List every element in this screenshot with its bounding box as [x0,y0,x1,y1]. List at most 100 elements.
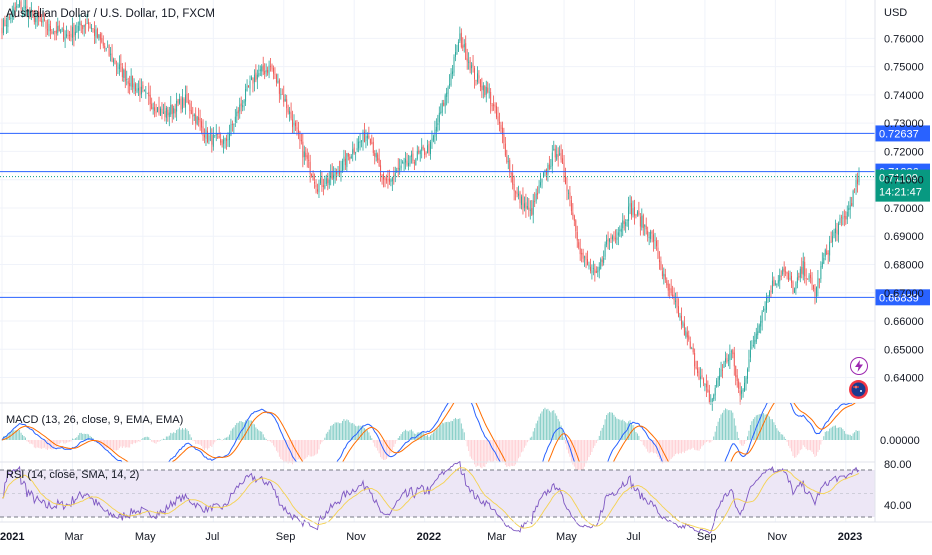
macd-histogram-bar [340,423,342,440]
macd-histogram-bar [720,414,722,440]
x-tick-label: May [135,531,156,543]
rsi-line [2,460,860,534]
macd-histogram-bar [462,428,464,440]
macd-histogram-bar [353,424,355,440]
candle-body [619,229,621,231]
candle-body [742,389,744,392]
macd-histogram-bar [730,410,732,440]
candle-body [575,220,577,232]
candle-body [506,156,508,163]
macd-histogram-bar [601,427,603,440]
macd-histogram-bar [168,435,170,440]
candle-body [537,193,539,195]
macd-histogram-bar [176,430,178,440]
candle-body [792,281,794,293]
macd-histogram-bar [603,424,605,440]
macd-histogram-bar [764,414,766,440]
macd-histogram-bar [641,440,643,442]
macd-histogram-bar [321,440,323,443]
macd-histogram-bar [826,431,828,440]
macd-histogram-bar [52,440,54,450]
candle-body [341,160,343,172]
macd-histogram-bar [317,440,318,454]
candle-body [515,191,517,193]
macd-histogram-bar [262,434,264,440]
australia-flag-icon[interactable] [849,380,868,399]
macd-histogram-bar [538,416,540,440]
candle-body [680,315,682,325]
macd-histogram-bar [400,434,402,440]
macd-histogram-bar [173,432,175,440]
macd-histogram-bar [252,423,254,440]
macd-histogram-bar [70,440,72,442]
candle-body [126,79,128,81]
macd-histogram-bar [664,440,666,463]
macd-pane[interactable]: 0.00000 [0,381,920,500]
macd-histogram-bar [491,440,493,463]
candle-body [692,348,694,353]
candle-body [383,174,384,180]
candle-body [47,29,48,31]
candle-body [528,207,530,210]
candle-body [438,112,440,123]
macd-histogram-bar [190,437,192,440]
macd-histogram-bar [518,440,520,459]
rsi-legend[interactable]: RSI (14, close, SMA, 14, 2) [6,469,140,481]
candle-body [162,112,164,114]
macd-histogram-bar [397,438,399,440]
macd-histogram-bar [714,431,716,440]
candle-body [588,264,590,267]
price-pane[interactable] [1,0,860,411]
candle-body [729,353,731,361]
macd-histogram-bar [735,425,737,440]
candle-body [8,16,10,18]
macd-histogram-bar [195,440,197,445]
candle-body [723,361,725,368]
candle-body [13,8,15,11]
candle-body [830,240,832,242]
lightning-icon[interactable] [850,357,868,375]
macd-histogram-bar [318,440,320,450]
macd-histogram-bar [557,419,559,440]
macd-histogram-bar [20,432,22,440]
candle-body [854,188,856,190]
macd-histogram-bar [224,437,226,440]
candle-body [761,311,763,323]
candle-body [149,94,151,104]
macd-histogram-bar [482,440,484,467]
macd-histogram-bar [733,418,735,440]
candle-body [667,283,669,291]
macd-histogram-bar [231,428,233,440]
candle-body [343,156,345,162]
candle-body [654,240,656,241]
macd-histogram-bar [811,440,813,452]
candle-body [165,107,167,118]
candle-body [214,135,216,136]
candle-body [249,81,251,89]
macd-legend[interactable]: MACD (13, 26, close, 9, EMA, EMA) [6,414,184,426]
candle-body [261,66,263,72]
candle-body [233,123,235,125]
macd-histogram-bar [563,437,565,440]
candle-body [120,63,122,66]
rsi-pane[interactable]: 80.00 40.00 [0,459,912,534]
macd-histogram-bar [742,440,744,446]
candle-body [793,288,795,293]
candle-body [572,212,574,216]
macd-histogram-bar [823,436,825,440]
macd-histogram-bar [259,431,261,440]
candle-body [45,22,47,29]
macd-histogram-bar [550,412,552,440]
candle-body [38,12,40,19]
candle-body [796,277,798,283]
macd-histogram-bar [22,434,23,440]
macd-histogram-bar [716,426,718,440]
candle-body [410,154,412,157]
candle-body [752,345,754,347]
candle-body [309,161,311,175]
macd-histogram-bar [804,440,806,448]
candle-body [186,93,188,103]
